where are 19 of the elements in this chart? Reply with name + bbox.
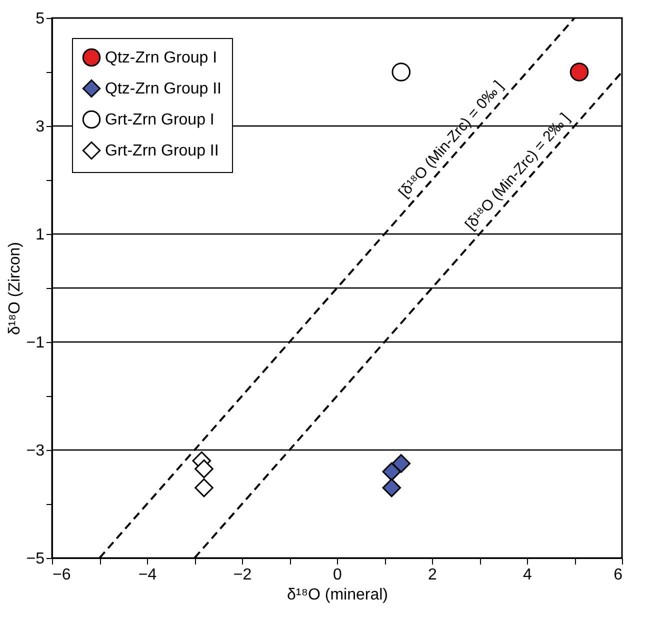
x-tick-label: −2 — [233, 566, 252, 584]
x-tick-label: 0 — [333, 566, 342, 584]
legend-label: Qtz-Zrn Group II — [105, 80, 222, 98]
x-tick-label: 6 — [614, 566, 623, 584]
y-tick-label: −3 — [26, 442, 45, 460]
y-tick-label: −1 — [26, 334, 45, 352]
x-tick-label: 2 — [428, 566, 438, 584]
x-axis-title: δ¹⁸O (mineral) — [287, 586, 388, 604]
legend-label: Grt-Zrn Group II — [105, 142, 219, 160]
legend-label: Grt-Zrn Group I — [105, 112, 214, 128]
legend-label: Qtz-Zrn Group I — [105, 50, 218, 66]
x-tick-label: −4 — [138, 566, 157, 584]
y-tick-label: −5 — [26, 550, 45, 568]
y-tick-label: 3 — [36, 118, 45, 136]
y-tick-label: 5 — [36, 10, 45, 28]
x-tick-label: 4 — [523, 566, 532, 584]
y-tick-label: 1 — [36, 226, 45, 244]
x-tick-label: −6 — [52, 566, 71, 584]
y-axis-title: δ¹⁸O (Zircon) — [6, 242, 24, 335]
